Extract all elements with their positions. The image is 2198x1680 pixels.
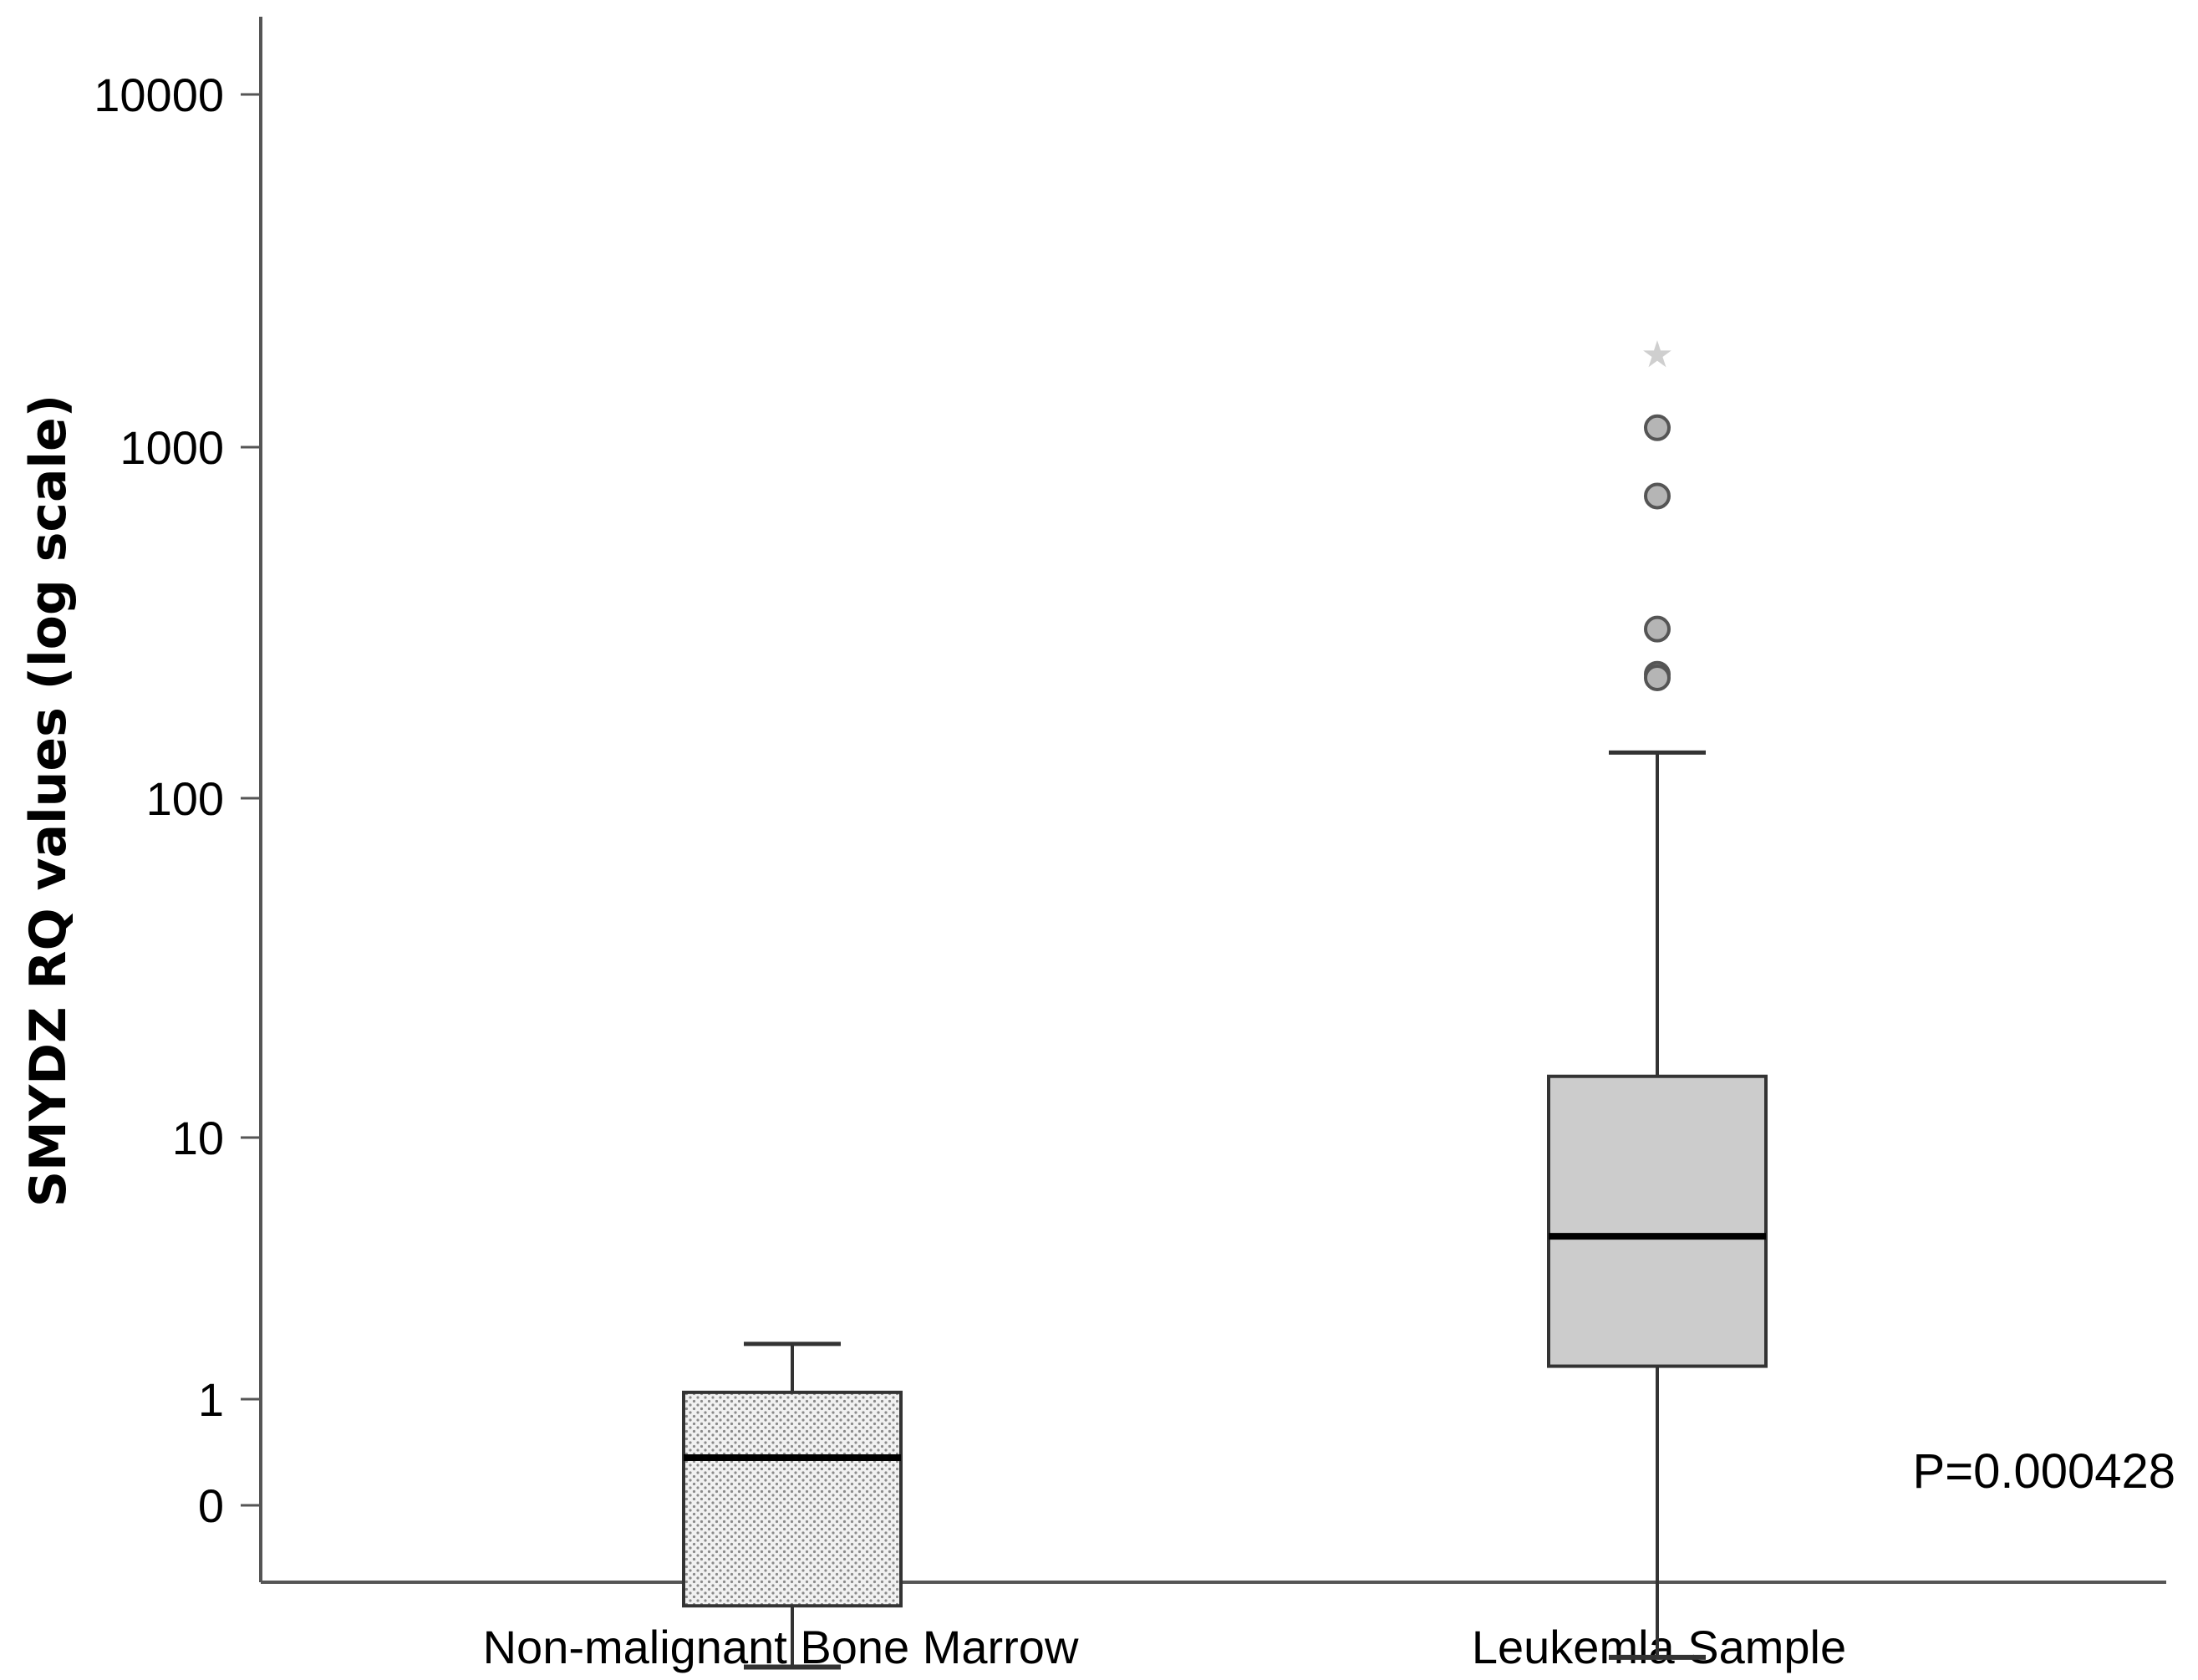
outlier-point bbox=[1644, 414, 1671, 441]
y-tick-label: 0 bbox=[198, 1479, 224, 1532]
outlier-point bbox=[1644, 664, 1671, 691]
y-axis-title: SMYDZ RQ values (log scale) bbox=[19, 395, 78, 1207]
x-category-label: Non-malignant Bone Marrow bbox=[483, 1621, 1079, 1673]
y-tick-label: 1 bbox=[198, 1373, 224, 1426]
p-value-annotation: P=0.000428 bbox=[1913, 1444, 2175, 1499]
y-tick-label: 10000 bbox=[94, 69, 224, 121]
y-axis-ticks: 10000 1000 100 10 1 0 bbox=[94, 69, 261, 1532]
outlier-point bbox=[1644, 615, 1671, 643]
iqr-box bbox=[682, 1390, 903, 1608]
y-tick-label: 10 bbox=[172, 1112, 224, 1164]
outlier-point bbox=[1644, 482, 1671, 510]
iqr-box bbox=[1547, 1074, 1768, 1368]
y-tick-label: 1000 bbox=[120, 421, 224, 474]
extreme-star-marker: ★ bbox=[1641, 333, 1673, 376]
y-tick-label: 100 bbox=[146, 772, 224, 825]
box-plots: ★ bbox=[682, 333, 1768, 1670]
